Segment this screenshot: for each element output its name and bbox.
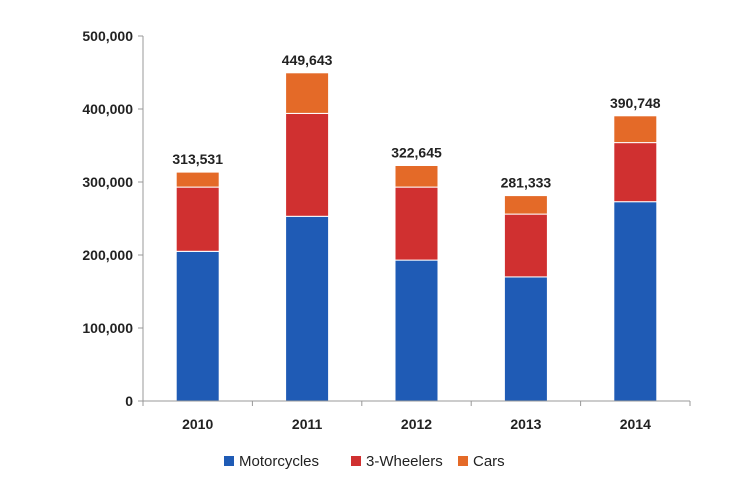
- bar-3-wheelers-2012: [394, 186, 439, 261]
- bar-motorcycles-2013: [503, 276, 548, 402]
- legend-label-motorcycles: Motorcycles: [239, 453, 319, 470]
- x-tick-label-2010: 2010: [182, 416, 213, 432]
- bar-motorcycles-2012: [394, 259, 439, 402]
- y-tick-label-0: 0: [125, 393, 133, 409]
- bar-3-wheelers-2013: [503, 213, 548, 278]
- bar-3-wheelers-2010: [175, 186, 220, 252]
- legend-label-3-wheelers: 3-Wheelers: [366, 453, 443, 470]
- bar-motorcycles-2010: [175, 250, 220, 402]
- bar-3-wheelers-2011: [285, 112, 330, 217]
- bars-layer: [175, 72, 658, 402]
- total-label-2013: 281,333: [501, 175, 552, 191]
- axes-layer: [138, 35, 691, 406]
- total-label-2010: 313,531: [172, 151, 223, 167]
- y-tick-label-200000: 200,000: [82, 247, 133, 263]
- bar-3-wheelers-2014: [613, 142, 658, 203]
- legend: Motorcycles 3-Wheelers Cars: [224, 453, 505, 470]
- y-tick-label-400000: 400,000: [82, 101, 133, 117]
- x-tick-label-2014: 2014: [620, 416, 651, 432]
- legend-label-cars: Cars: [473, 453, 505, 470]
- x-tick-label-2011: 2011: [292, 416, 323, 432]
- bar-cars-2012: [394, 165, 439, 188]
- bar-motorcycles-2014: [613, 201, 658, 402]
- legend-swatch-cars: [458, 456, 468, 466]
- bar-cars-2014: [613, 115, 658, 144]
- bar-cars-2011: [285, 72, 330, 114]
- bar-motorcycles-2011: [285, 215, 330, 402]
- y-tick-label-300000: 300,000: [82, 174, 133, 190]
- x-tick-label-2012: 2012: [401, 416, 432, 432]
- bar-cars-2010: [175, 171, 220, 188]
- total-label-2014: 390,748: [610, 95, 661, 111]
- y-tick-label-100000: 100,000: [82, 320, 133, 336]
- bar-cars-2013: [503, 195, 548, 215]
- y-tick-label-500000: 500,000: [82, 28, 133, 44]
- legend-swatch-motorcycles: [224, 456, 234, 466]
- labels-layer: 313,531 2010 449,643 2011 322,645 2012 281,333…: [82, 28, 660, 432]
- x-tick-label-2013: 2013: [510, 416, 541, 432]
- total-label-2012: 322,645: [391, 145, 442, 161]
- legend-swatch-3-wheelers: [351, 456, 361, 466]
- total-label-2011: 449,643: [282, 52, 333, 68]
